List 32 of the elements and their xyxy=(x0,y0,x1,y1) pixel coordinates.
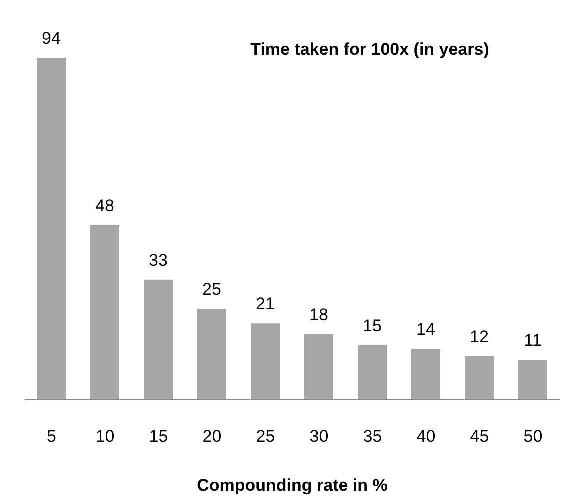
bar xyxy=(412,349,440,400)
x-tick-label: 35 xyxy=(363,427,382,446)
data-label: 18 xyxy=(310,306,328,325)
chart-title: Time taken for 100x (in years) xyxy=(250,40,490,60)
bar xyxy=(37,58,66,400)
bar xyxy=(251,324,280,400)
bar xyxy=(304,334,334,400)
data-label: 33 xyxy=(149,250,168,270)
data-label: 11 xyxy=(524,330,542,350)
data-label: 25 xyxy=(202,280,222,300)
data-label: 21 xyxy=(256,294,275,314)
x-tick-label: 40 xyxy=(416,427,436,446)
data-label: 94 xyxy=(42,29,61,48)
x-axis-title: Compounding rate in % xyxy=(197,476,388,495)
bar xyxy=(465,356,494,400)
bar xyxy=(358,345,387,400)
x-tick-label: 25 xyxy=(256,427,276,446)
data-label: 48 xyxy=(96,196,114,216)
bar xyxy=(90,225,120,400)
x-tick-label: 10 xyxy=(96,427,115,446)
x-tick-label: 50 xyxy=(524,427,543,446)
x-tick-label: 45 xyxy=(470,427,490,446)
x-tick-label: 30 xyxy=(310,427,329,446)
x-tick-label: 20 xyxy=(202,427,222,446)
data-label: 14 xyxy=(416,320,436,340)
bar xyxy=(198,309,226,400)
bar xyxy=(144,280,173,400)
x-tick-label: 5 xyxy=(47,427,56,446)
data-label: 15 xyxy=(363,316,382,336)
x-tick-label: 15 xyxy=(149,427,168,446)
bar xyxy=(518,360,548,400)
data-label: 12 xyxy=(470,327,489,346)
